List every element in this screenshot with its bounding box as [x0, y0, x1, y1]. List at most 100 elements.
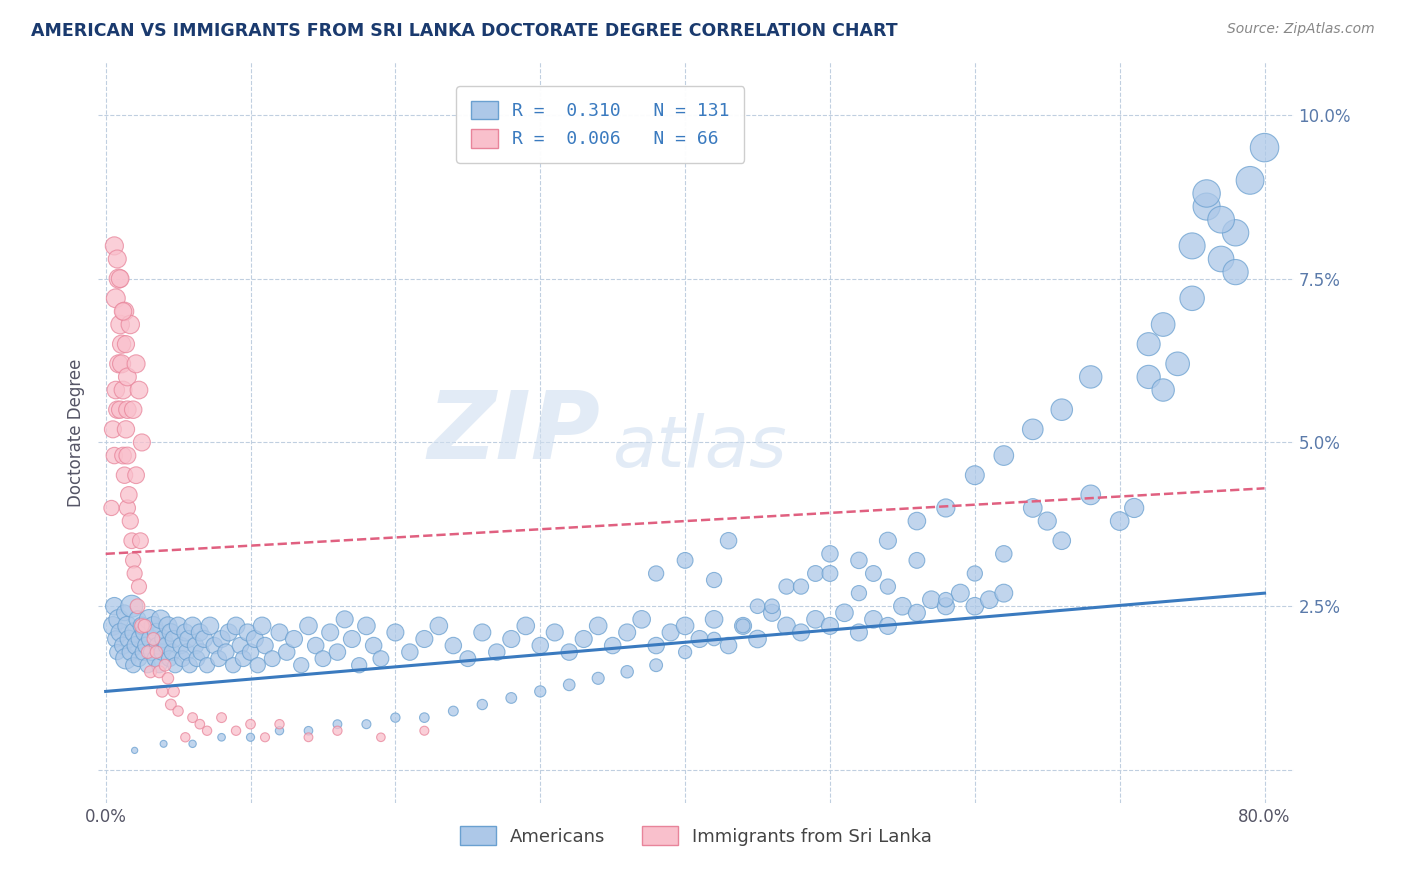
- Point: [305, 639, 328, 653]
- Point: [283, 632, 305, 646]
- Point: [132, 645, 155, 659]
- Point: [150, 684, 173, 698]
- Point: [891, 599, 914, 614]
- Point: [979, 592, 1001, 607]
- Point: [112, 383, 135, 397]
- Point: [108, 625, 131, 640]
- Point: [104, 291, 127, 305]
- Point: [949, 586, 972, 600]
- Point: [117, 449, 139, 463]
- Point: [558, 645, 581, 659]
- Point: [363, 639, 385, 653]
- Point: [105, 252, 128, 266]
- Point: [935, 592, 957, 607]
- Point: [384, 711, 406, 725]
- Point: [100, 500, 122, 515]
- Point: [101, 422, 124, 436]
- Point: [544, 625, 567, 640]
- Point: [181, 737, 204, 751]
- Point: [108, 271, 131, 285]
- Point: [586, 671, 609, 685]
- Point: [1195, 200, 1218, 214]
- Point: [920, 592, 942, 607]
- Point: [572, 632, 595, 646]
- Point: [181, 619, 204, 633]
- Point: [236, 625, 259, 640]
- Point: [107, 612, 129, 626]
- Point: [905, 514, 928, 528]
- Point: [485, 645, 508, 659]
- Point: [253, 639, 276, 653]
- Point: [747, 632, 769, 646]
- Point: [1225, 226, 1247, 240]
- Point: [645, 658, 668, 673]
- Point: [127, 599, 149, 614]
- Point: [616, 625, 638, 640]
- Point: [142, 632, 165, 646]
- Point: [1080, 488, 1102, 502]
- Point: [129, 533, 152, 548]
- Point: [121, 599, 143, 614]
- Point: [290, 658, 312, 673]
- Point: [156, 671, 179, 685]
- Point: [148, 658, 170, 673]
- Point: [120, 318, 142, 332]
- Point: [177, 632, 200, 646]
- Point: [877, 580, 900, 594]
- Point: [104, 632, 127, 646]
- Point: [471, 698, 494, 712]
- Point: [131, 619, 153, 633]
- Point: [186, 651, 208, 665]
- Point: [246, 658, 269, 673]
- Point: [174, 625, 197, 640]
- Point: [413, 632, 436, 646]
- Point: [645, 566, 668, 581]
- Point: [356, 619, 378, 633]
- Point: [602, 639, 624, 653]
- Point: [905, 553, 928, 567]
- Point: [232, 651, 254, 665]
- Point: [114, 468, 136, 483]
- Point: [673, 645, 696, 659]
- Point: [326, 717, 349, 731]
- Point: [818, 547, 841, 561]
- Point: [558, 678, 581, 692]
- Point: [1253, 140, 1275, 154]
- Point: [703, 632, 725, 646]
- Point: [127, 612, 149, 626]
- Point: [208, 651, 231, 665]
- Point: [145, 625, 167, 640]
- Point: [1022, 422, 1045, 436]
- Point: [747, 599, 769, 614]
- Point: [297, 731, 319, 745]
- Point: [761, 599, 783, 614]
- Point: [253, 731, 276, 745]
- Point: [128, 580, 150, 594]
- Point: [167, 704, 190, 718]
- Point: [731, 619, 754, 633]
- Point: [703, 612, 725, 626]
- Point: [143, 651, 166, 665]
- Point: [120, 645, 142, 659]
- Point: [848, 586, 870, 600]
- Point: [993, 547, 1015, 561]
- Point: [1108, 514, 1130, 528]
- Point: [269, 717, 291, 731]
- Point: [135, 639, 157, 653]
- Point: [804, 566, 827, 581]
- Point: [184, 639, 207, 653]
- Point: [935, 599, 957, 614]
- Y-axis label: Doctorate Degree: Doctorate Degree: [66, 359, 84, 507]
- Point: [616, 665, 638, 679]
- Point: [152, 632, 174, 646]
- Point: [125, 357, 148, 371]
- Point: [790, 580, 813, 594]
- Point: [269, 625, 291, 640]
- Point: [471, 625, 494, 640]
- Point: [190, 645, 212, 659]
- Point: [163, 632, 186, 646]
- Point: [122, 402, 145, 417]
- Point: [202, 639, 225, 653]
- Point: [413, 711, 436, 725]
- Point: [176, 645, 198, 659]
